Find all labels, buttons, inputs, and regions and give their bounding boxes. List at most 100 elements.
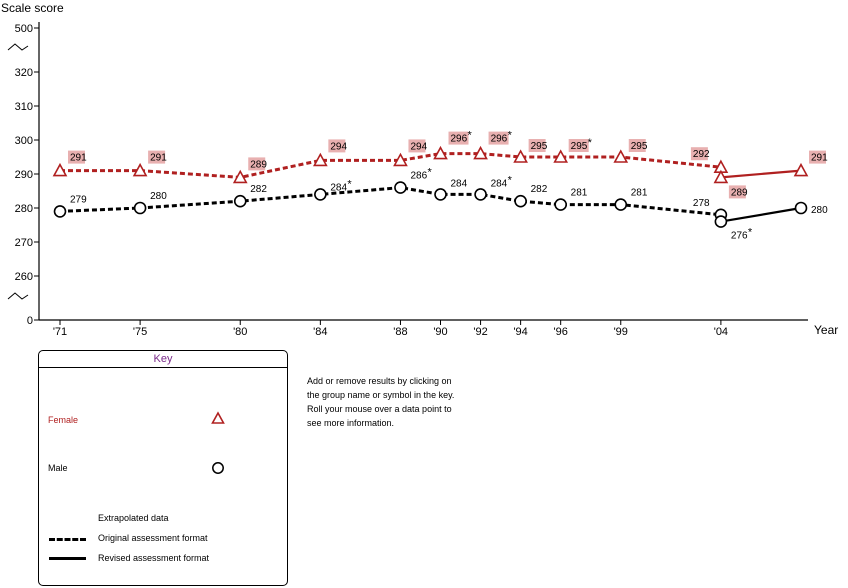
male-data-point[interactable] bbox=[714, 215, 728, 228]
data-points[interactable] bbox=[52, 145, 809, 228]
male-data-point[interactable] bbox=[614, 198, 628, 211]
male-data-point[interactable] bbox=[394, 181, 407, 194]
data-label-bg bbox=[488, 131, 509, 145]
x-tick-label: '04 bbox=[714, 326, 728, 338]
data-label-bg bbox=[628, 139, 646, 152]
data-label: 294 bbox=[410, 141, 427, 152]
data-label-bg bbox=[809, 150, 826, 164]
data-label: 276 bbox=[731, 231, 748, 242]
data-label: 296 bbox=[491, 134, 508, 145]
male-data-point[interactable] bbox=[474, 188, 487, 201]
significance-asterisk: * bbox=[748, 227, 753, 239]
x-tick-label: '75 bbox=[133, 326, 147, 338]
instructions-line-3: Roll your mouse over a data point to bbox=[307, 404, 452, 414]
data-label: 284 bbox=[330, 182, 347, 193]
x-axis-title: Year bbox=[814, 323, 838, 337]
data-label: 295 bbox=[571, 141, 588, 152]
significance-asterisk: * bbox=[588, 137, 593, 149]
x-tick-label: '92 bbox=[473, 326, 487, 338]
data-label: 292 bbox=[693, 149, 710, 160]
data-label: 282 bbox=[531, 184, 548, 195]
instructions-line-2: the group name or symbol in the key. bbox=[307, 390, 455, 400]
y-tick-label: 500 bbox=[15, 23, 33, 35]
x-tick-label: '94 bbox=[513, 326, 527, 338]
key-male-label[interactable]: Male bbox=[48, 463, 68, 473]
key-solid-line bbox=[49, 557, 86, 560]
significance-asterisk: * bbox=[427, 167, 432, 179]
female-data-point[interactable] bbox=[132, 162, 148, 177]
y-tick-label: 300 bbox=[15, 135, 33, 147]
female-data-point[interactable] bbox=[473, 145, 488, 160]
data-label: 289 bbox=[731, 187, 748, 198]
significance-asterisk: * bbox=[347, 178, 352, 190]
data-label-bg bbox=[148, 150, 166, 164]
female-data-point[interactable] bbox=[793, 162, 809, 177]
data-label-bg bbox=[408, 139, 426, 153]
data-label: 280 bbox=[150, 191, 167, 202]
data-label: 286 bbox=[410, 171, 427, 182]
x-tick-label: '88 bbox=[393, 326, 407, 338]
female-data-point[interactable] bbox=[613, 149, 629, 163]
data-label: 295 bbox=[631, 141, 648, 152]
y-axis-title: Scale score bbox=[1, 1, 64, 15]
data-label: 280 bbox=[811, 205, 828, 216]
male-data-point[interactable] bbox=[554, 198, 567, 211]
key-female-label[interactable]: Female bbox=[48, 415, 79, 425]
data-label-bg bbox=[528, 139, 546, 152]
key-extrapolated-label: Extrapolated data bbox=[98, 513, 169, 523]
data-label: 282 bbox=[250, 184, 267, 195]
data-label: 281 bbox=[571, 188, 588, 199]
female-data-point[interactable] bbox=[393, 152, 408, 167]
series-lines bbox=[59, 152, 802, 223]
male-data-point[interactable] bbox=[794, 201, 808, 215]
female-original-line bbox=[60, 152, 722, 179]
data-label-bg bbox=[68, 150, 85, 164]
data-label: 284 bbox=[451, 178, 468, 189]
data-label: 284 bbox=[491, 178, 508, 189]
female-data-point[interactable] bbox=[553, 149, 569, 163]
female-data-point[interactable] bbox=[52, 162, 68, 177]
instructions-text: Add or remove results by clicking on the… bbox=[307, 374, 487, 430]
data-label-bg bbox=[328, 139, 346, 153]
y-tick-label: 0 bbox=[27, 315, 33, 327]
female-data-point[interactable] bbox=[313, 152, 328, 167]
significance-asterisk: * bbox=[508, 174, 513, 186]
y-tick-label: 260 bbox=[15, 271, 33, 283]
key-revised-format-label: Revised assessment format bbox=[98, 553, 210, 563]
male-data-point[interactable] bbox=[133, 201, 147, 215]
male-original-line bbox=[59, 186, 722, 217]
data-label: 291 bbox=[811, 153, 828, 164]
chart-axes: 0 260 270 280 290 300 310 320 500 '71 '75 '80 '84 '88… bbox=[7, 22, 808, 338]
key-dashed-line bbox=[49, 538, 86, 541]
male-circle-icon[interactable] bbox=[211, 461, 225, 475]
female-data-point[interactable] bbox=[513, 149, 528, 163]
female-data-point[interactable] bbox=[713, 169, 729, 184]
x-tick-label: '71 bbox=[53, 326, 67, 338]
y-tick-label: 290 bbox=[15, 169, 33, 181]
data-label-bg bbox=[690, 147, 708, 161]
data-label: 279 bbox=[70, 194, 87, 205]
y-tick-label: 280 bbox=[15, 203, 33, 215]
x-tick-label: '80 bbox=[233, 326, 247, 338]
instructions-line-1: Add or remove results by clicking on bbox=[307, 376, 452, 386]
female-data-point[interactable] bbox=[232, 169, 248, 184]
male-data-point[interactable] bbox=[314, 188, 327, 201]
data-label: 295 bbox=[531, 141, 548, 152]
male-data-point[interactable] bbox=[233, 194, 247, 208]
y-tick-label: 270 bbox=[15, 237, 33, 249]
data-label-bg bbox=[248, 157, 266, 171]
male-data-point[interactable] bbox=[514, 194, 527, 208]
male-data-point[interactable] bbox=[53, 205, 67, 218]
significance-asterisk: * bbox=[508, 130, 513, 142]
female-triangle-icon[interactable] bbox=[211, 411, 225, 425]
male-data-point[interactable] bbox=[434, 188, 447, 201]
data-label: 296 bbox=[451, 134, 468, 145]
female-revised-line bbox=[720, 169, 802, 179]
key-title: Key bbox=[39, 351, 287, 368]
female-data-point[interactable] bbox=[433, 145, 448, 160]
x-tick-label: '99 bbox=[614, 326, 628, 338]
line-chart: Scale score Year 0 260 270 280 290 300 310 320 5… bbox=[1, 1, 838, 338]
x-tick-label: '96 bbox=[554, 326, 568, 338]
key-panel: Key Female Male Extrapolated data Origin… bbox=[38, 350, 288, 586]
